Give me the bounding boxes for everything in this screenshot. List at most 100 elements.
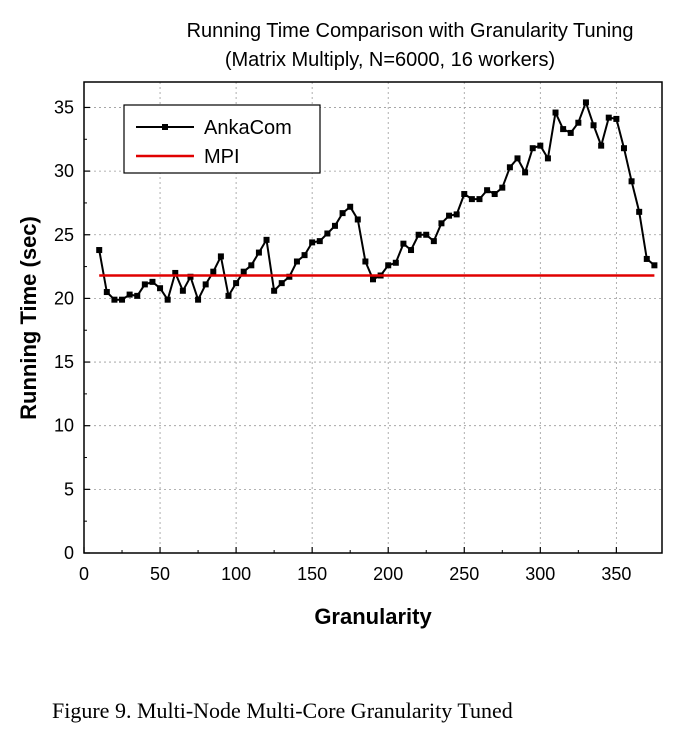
point-ankacom-43 [423,231,430,238]
point-ankacom-57 [529,145,536,152]
chart-title: Running Time Comparison with Granularity… [187,20,634,42]
point-ankacom-24 [278,280,285,287]
y-tick-label-7: 35 [54,97,74,117]
x-axis-label: Granularity [314,604,432,629]
point-ankacom-59 [544,155,551,162]
point-ankacom-14 [202,281,209,288]
point-ankacom-58 [537,142,544,149]
x-tick-label-7: 350 [601,564,631,584]
point-ankacom-61 [560,126,567,133]
line-chart: Running Time Comparison with Granularity… [16,20,663,629]
point-ankacom-46 [446,212,453,219]
point-ankacom-66 [598,142,605,149]
point-ankacom-39 [392,259,399,266]
point-ankacom-6 [141,281,148,288]
point-ankacom-63 [575,119,582,126]
point-ankacom-19 [240,268,247,275]
point-ankacom-27 [301,252,308,259]
point-ankacom-40 [400,240,407,247]
point-ankacom-5 [134,292,141,299]
point-ankacom-52 [491,191,498,198]
point-ankacom-73 [651,262,658,269]
point-ankacom-26 [293,258,300,265]
point-ankacom-29 [316,238,323,245]
point-ankacom-35 [362,258,369,265]
point-ankacom-3 [119,296,126,303]
y-tick-label-0: 0 [64,543,74,563]
point-ankacom-21 [255,249,262,256]
x-tick-label-1: 50 [150,564,170,584]
y-axis-label: Running Time (sec) [16,216,41,420]
point-ankacom-33 [347,203,354,210]
point-ankacom-55 [514,155,521,162]
x-tick-label-0: 0 [79,564,89,584]
figure-caption: Figure 9. Multi-Node Multi-Core Granular… [52,698,513,723]
point-ankacom-2 [111,296,118,303]
point-ankacom-48 [461,191,468,198]
point-ankacom-16 [217,253,224,260]
point-ankacom-23 [271,287,278,294]
point-ankacom-62 [567,129,574,136]
point-ankacom-13 [195,296,202,303]
point-ankacom-42 [415,231,422,238]
point-ankacom-34 [354,216,361,223]
point-ankacom-60 [552,109,559,116]
grid-lines [84,82,662,553]
point-ankacom-15 [210,268,217,275]
point-ankacom-1 [103,289,110,296]
chart-subtitle: (Matrix Multiply, N=6000, 16 workers) [225,49,555,71]
point-ankacom-53 [499,184,506,191]
point-ankacom-45 [438,220,445,227]
x-tick-label-6: 300 [525,564,555,584]
point-ankacom-32 [339,210,346,217]
point-ankacom-50 [476,196,483,203]
axis-ticks: 0 50 100 150 200 250 300 350 0 5 10 15 20 25 30 35 [54,97,631,584]
x-tick-label-3: 150 [297,564,327,584]
point-ankacom-17 [225,292,232,299]
point-ankacom-28 [309,239,316,246]
point-ankacom-4 [126,291,133,298]
point-ankacom-54 [506,164,513,171]
point-ankacom-8 [157,285,164,292]
point-ankacom-65 [590,122,597,129]
legend-marker-ankacom [162,124,168,130]
point-ankacom-25 [286,273,293,280]
series-layer [96,99,658,303]
point-ankacom-20 [248,262,255,269]
legend-label-ankacom: AnkaCom [204,117,292,139]
legend-box [123,104,321,174]
point-ankacom-47 [453,211,460,218]
point-ankacom-68 [613,115,620,122]
x-tick-label-5: 250 [449,564,479,584]
y-tick-label-3: 15 [54,352,74,372]
x-tick-label-2: 100 [221,564,251,584]
y-tick-label-4: 20 [54,288,74,308]
y-tick-label-5: 25 [54,225,74,245]
plot-frame [83,81,663,554]
point-ankacom-9 [164,296,171,303]
point-ankacom-72 [643,255,650,262]
y-tick-label-2: 10 [54,416,74,436]
point-ankacom-36 [370,276,376,283]
point-ankacom-41 [408,247,415,254]
point-ankacom-30 [324,230,331,237]
point-ankacom-22 [263,236,270,243]
point-ankacom-69 [620,145,627,152]
point-ankacom-56 [522,169,529,176]
y-tick-label-1: 5 [64,479,74,499]
point-ankacom-51 [484,187,491,194]
point-ankacom-31 [331,222,338,229]
point-ankacom-64 [582,99,589,106]
x-tick-label-4: 200 [373,564,403,584]
point-ankacom-38 [385,262,392,269]
point-ankacom-0 [96,247,103,254]
point-ankacom-7 [149,278,156,285]
point-ankacom-11 [179,287,186,294]
point-ankacom-49 [468,196,475,203]
legend: AnkaCom MPI [123,104,321,174]
point-ankacom-71 [636,208,643,215]
point-ankacom-44 [430,238,437,245]
point-ankacom-10 [172,269,179,276]
y-tick-label-6: 30 [54,161,74,181]
point-ankacom-12 [187,273,194,280]
